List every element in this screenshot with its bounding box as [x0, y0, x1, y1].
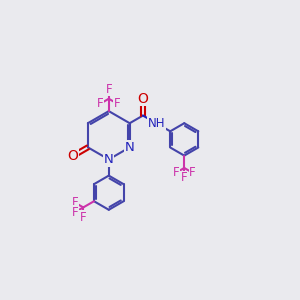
Text: N: N — [104, 153, 114, 166]
Text: F: F — [172, 166, 179, 179]
Text: F: F — [97, 97, 104, 110]
Text: N: N — [125, 141, 135, 154]
Text: F: F — [189, 166, 196, 179]
Text: O: O — [67, 149, 78, 163]
Text: F: F — [114, 97, 121, 110]
Text: F: F — [80, 211, 87, 224]
Text: F: F — [181, 171, 188, 184]
Text: F: F — [72, 196, 78, 209]
Text: O: O — [137, 92, 148, 106]
Text: F: F — [72, 206, 78, 219]
Text: NH: NH — [148, 117, 165, 130]
Text: F: F — [106, 82, 112, 95]
